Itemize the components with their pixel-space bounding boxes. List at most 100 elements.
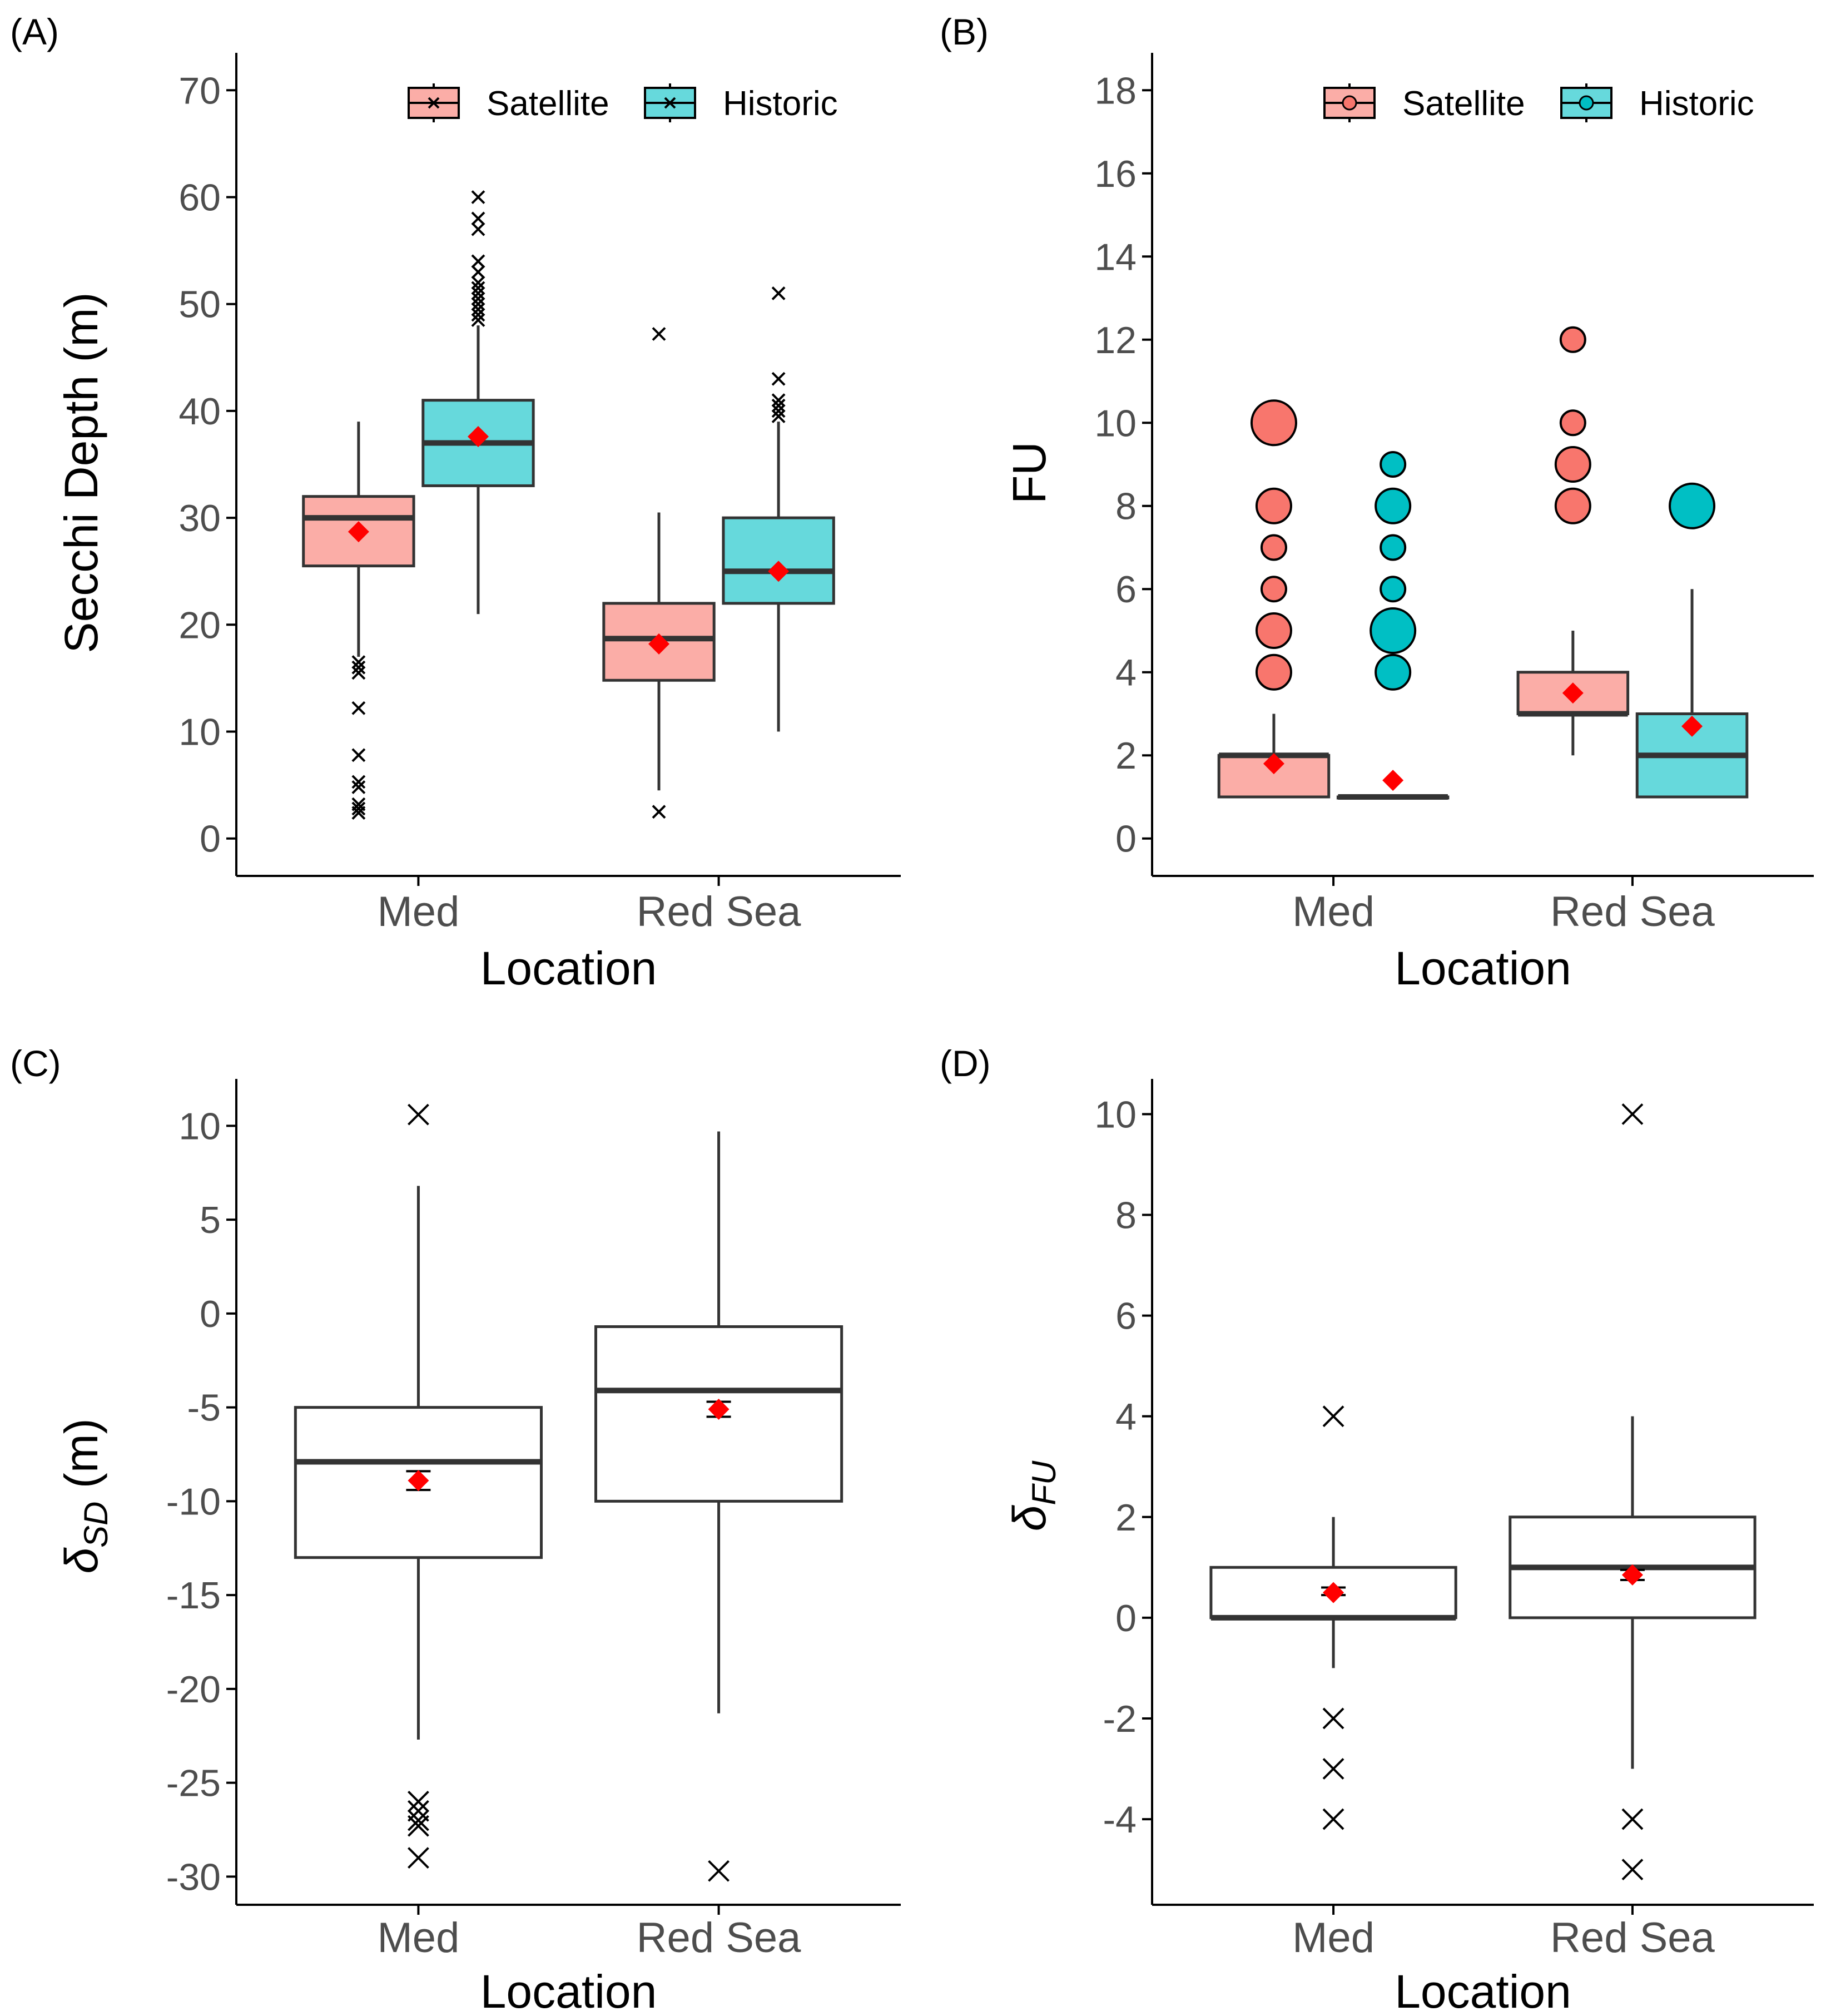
y-tick-label: -10 (166, 1480, 221, 1523)
outlier-point (351, 660, 366, 675)
y-tick-label: 0 (1115, 1597, 1137, 1639)
outlier-point (1380, 534, 1407, 561)
outlier-point (408, 1790, 429, 1812)
x-tick-label: Med (1292, 888, 1375, 935)
outlier-point (771, 404, 786, 418)
y-tick-label: 10 (178, 711, 221, 754)
legend-label-satellite: Satellite (1402, 85, 1525, 123)
outlier-point (1380, 451, 1407, 478)
x-tick-label: Med (378, 1914, 460, 1961)
y-tick-label: -20 (166, 1668, 221, 1711)
box-difference-med (1209, 1405, 1457, 1830)
box-body (722, 516, 835, 605)
y-tick-label: 10 (178, 1105, 221, 1147)
y-tick-label: 20 (178, 604, 221, 646)
y-tick-label: 50 (178, 284, 221, 326)
legend-key-historic (1560, 83, 1612, 122)
outlier-point (471, 211, 485, 226)
mean-marker (1621, 1564, 1643, 1586)
y-tick-label: 16 (1094, 153, 1137, 195)
outlier-point (1255, 653, 1292, 691)
outlier-point (1260, 534, 1287, 561)
outlier-point (1621, 1103, 1644, 1125)
legend-key-point (664, 97, 676, 109)
box-satellite-red-sea (1516, 326, 1630, 756)
outlier-point (471, 254, 485, 269)
outlier-point (1322, 1808, 1344, 1830)
y-tick-label: 0 (200, 818, 221, 860)
legend-key-point (1342, 95, 1357, 111)
outlier-point (771, 393, 786, 408)
y-tick-label: 30 (178, 497, 221, 539)
outlier-point (1669, 482, 1716, 529)
outlier-point (408, 1815, 429, 1837)
x-tick-label: Red Sea (1550, 1914, 1715, 1961)
outlier-point (1554, 446, 1591, 483)
y-tick-label: 14 (1094, 236, 1137, 278)
panel-a-label: (A) (10, 11, 59, 52)
outlier-point (1559, 409, 1586, 437)
y-tick-label: 2 (1115, 735, 1137, 777)
legend-label-historic: Historic (723, 85, 838, 123)
x-tick-label: Red Sea (637, 1914, 801, 1961)
outlier-point (1621, 1859, 1644, 1881)
y-tick-label: 6 (1115, 568, 1137, 611)
box-difference-med (294, 1103, 543, 1869)
x-tick-label: Med (1292, 1914, 1375, 1961)
y-tick-label: -4 (1103, 1799, 1137, 1841)
mean-marker (648, 633, 670, 655)
outlier-point (1370, 607, 1417, 654)
y-tick-label: 12 (1094, 319, 1137, 361)
mean-marker (348, 521, 369, 543)
mean-marker (467, 426, 489, 448)
outlier-point (1380, 576, 1407, 603)
y-axis-title: δFU (1003, 1460, 1063, 1531)
y-tick-label: 4 (1115, 1396, 1137, 1438)
outlier-point (708, 1860, 730, 1882)
outlier-point (1255, 612, 1292, 649)
outlier-point (1621, 1808, 1644, 1830)
mean-marker (1681, 715, 1703, 737)
y-tick-label: 2 (1115, 1497, 1137, 1539)
x-axis-title: Location (1395, 1965, 1571, 2016)
y-tick-label: 18 (1094, 70, 1137, 112)
outlier-point (771, 398, 786, 413)
outlier-point (471, 297, 485, 311)
outlier-point (1250, 399, 1297, 447)
panel-b-label: (B) (940, 11, 989, 52)
y-axis-title: δSD (m) (55, 1418, 115, 1573)
outlier-point (471, 302, 485, 316)
outlier-point (1559, 326, 1586, 353)
outlier-point (471, 190, 485, 204)
outlier-point (1375, 653, 1412, 691)
box-historic-red-sea (722, 286, 835, 732)
outlier-point (351, 806, 366, 820)
outlier-point (351, 780, 366, 794)
outlier-point (771, 409, 786, 423)
outlier-point (351, 775, 366, 789)
outlier-point (408, 1809, 429, 1831)
y-tick-label: 40 (178, 390, 221, 433)
outlier-point (1322, 1707, 1344, 1730)
outlier-point (351, 666, 366, 680)
mean-marker (768, 561, 790, 582)
x-axis-title: Location (480, 1965, 657, 2016)
outlier-point (471, 291, 485, 306)
y-tick-label: 8 (1115, 486, 1137, 528)
y-axis-title-symbol: δ (1003, 1504, 1055, 1531)
y-axis-title-unit: (m) (55, 1418, 107, 1501)
outlier-point (1554, 487, 1591, 524)
outlier-point (471, 313, 485, 327)
y-axis-title-subscript: FU (1025, 1460, 1063, 1505)
outlier-point (1322, 1758, 1344, 1780)
y-axis-title: FU (1003, 442, 1055, 504)
y-tick-label: -2 (1103, 1698, 1137, 1740)
legend-key-historic (644, 83, 696, 122)
outlier-point (1375, 487, 1412, 524)
box-difference-red-sea (1509, 1103, 1757, 1881)
panel-d-label: (D) (940, 1043, 991, 1084)
y-tick-label: -5 (187, 1387, 221, 1429)
box-difference-red-sea (594, 1131, 843, 1882)
outlier-point (771, 286, 786, 300)
